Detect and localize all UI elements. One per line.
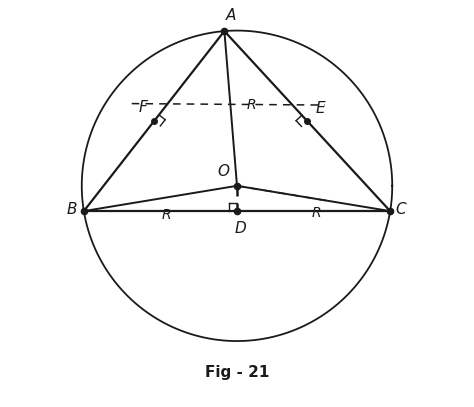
Text: D: D: [234, 221, 246, 236]
Text: B: B: [67, 202, 77, 217]
Text: R: R: [162, 208, 172, 222]
Text: R: R: [312, 206, 321, 220]
Text: Fig - 21: Fig - 21: [205, 365, 269, 380]
Text: O: O: [217, 164, 229, 179]
Text: C: C: [396, 202, 406, 217]
Text: E: E: [315, 101, 325, 116]
Text: A: A: [226, 9, 236, 23]
Text: R: R: [246, 98, 256, 112]
Text: F: F: [139, 100, 148, 115]
